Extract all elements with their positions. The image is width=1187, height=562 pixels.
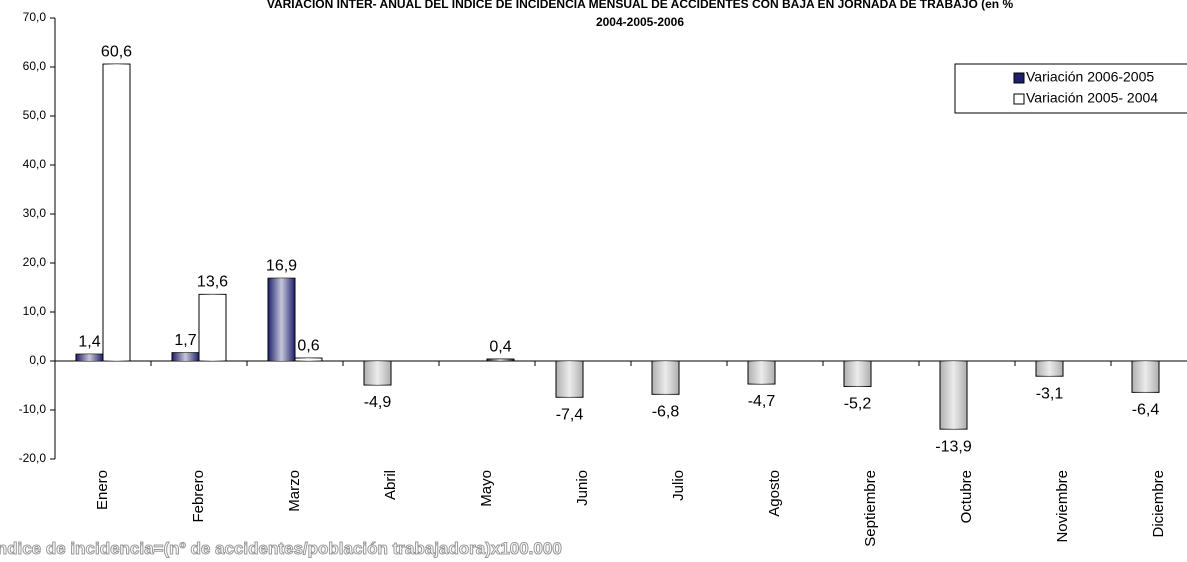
y-tick-label: 0,0: [29, 353, 46, 367]
y-tick-label: 70,0: [23, 10, 47, 24]
y-tick-label: 60,0: [23, 59, 47, 73]
legend-label: Variación 2005- 2004: [1026, 90, 1158, 106]
bar-shine: [364, 361, 391, 386]
y-tick-label: 20,0: [23, 255, 47, 269]
y-tick-label: 10,0: [23, 304, 47, 318]
data-label: 0,4: [489, 338, 511, 355]
bar-shine: [1036, 361, 1063, 377]
x-tick-label: Junio: [574, 470, 591, 506]
bar-shine: [172, 352, 199, 361]
x-tick-label: Febrero: [190, 470, 207, 523]
data-label: -4,9: [364, 394, 392, 411]
data-label: 1,7: [174, 332, 196, 349]
y-tick-label: 50,0: [23, 108, 47, 122]
data-label: 13,6: [197, 274, 228, 291]
data-label: -13,9: [935, 438, 972, 455]
x-tick-label: Septiembre: [862, 470, 879, 547]
x-tick-label: Enero: [94, 470, 111, 510]
bar-shine: [268, 278, 295, 361]
data-label: -4,7: [748, 393, 776, 410]
x-tick-label: Mayo: [478, 470, 495, 507]
legend-swatch: [1013, 72, 1025, 84]
y-tick-label: 40,0: [23, 157, 47, 171]
x-tick-label: Noviembre: [1054, 470, 1071, 543]
y-tick-label: -20,0: [19, 451, 47, 465]
bar-shine: [199, 294, 226, 361]
x-tick-label: Marzo: [286, 470, 303, 512]
x-tick-label: Julio: [670, 470, 687, 501]
data-label: 1,4: [78, 333, 100, 350]
data-label: 0,6: [297, 337, 319, 354]
bar-shine: [844, 361, 871, 387]
bar-shine: [103, 64, 130, 361]
data-label: -6,4: [1132, 402, 1160, 419]
x-tick-label: Octubre: [958, 470, 975, 523]
bar-shine: [76, 354, 103, 361]
legend-box: [954, 63, 1187, 114]
bar-shine: [1132, 361, 1159, 393]
data-label: 60,6: [101, 43, 132, 60]
bar-shine: [487, 359, 514, 361]
bar-shine: [748, 361, 775, 385]
data-label: -6,8: [652, 404, 680, 421]
x-tick-label: Abril: [382, 470, 399, 500]
y-tick-label: 30,0: [23, 206, 47, 220]
bar-shine: [556, 361, 583, 398]
data-label: -3,1: [1036, 385, 1064, 402]
chart-title: VARIACION INTER- ANUAL DEL INDICE DE INC…: [267, 0, 1014, 11]
y-tick-label: -10,0: [19, 402, 47, 416]
data-label: -5,2: [844, 396, 872, 413]
data-label: -7,4: [556, 406, 584, 423]
legend-label: Variación 2006-2005: [1026, 69, 1154, 85]
legend-swatch: [1013, 93, 1025, 105]
data-label: 16,9: [266, 257, 297, 274]
bar-shine: [295, 358, 322, 361]
x-tick-label: Agosto: [766, 470, 783, 517]
chart-subtitle: 2004-2005-2006: [596, 15, 684, 29]
bar-shine: [940, 361, 967, 430]
footnote: Indice de incidencia=(nº de accidentes/p…: [0, 539, 562, 558]
x-tick-label: Diciembre: [1150, 470, 1167, 538]
bar-shine: [652, 361, 679, 395]
